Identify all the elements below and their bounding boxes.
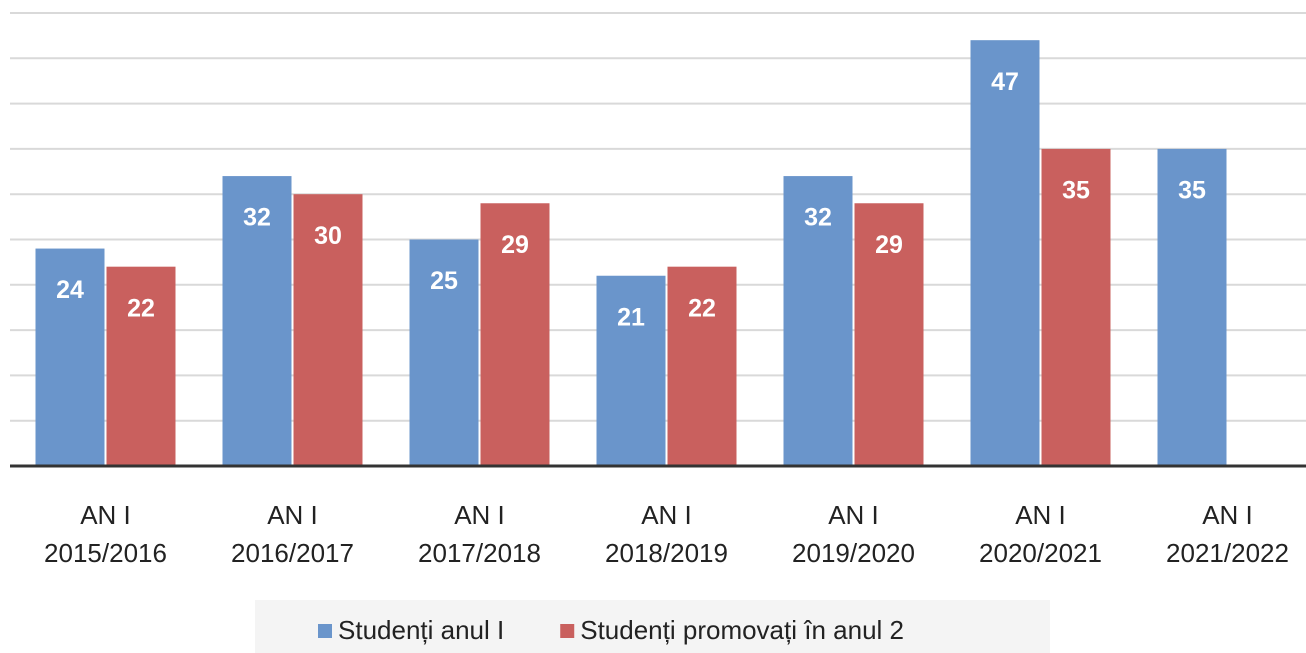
value-label: 25 (430, 267, 458, 295)
value-label: 22 (127, 294, 155, 322)
value-label: 29 (501, 231, 529, 259)
value-label: 32 (243, 204, 271, 232)
legend-swatch (560, 624, 575, 638)
bar (293, 194, 363, 466)
value-label: 35 (1178, 177, 1206, 205)
bar (667, 266, 737, 466)
bar (409, 239, 479, 466)
legend-box (255, 600, 1050, 653)
legend-label: Studenți anul I (338, 615, 504, 645)
x-tick-label: AN I 2019/2020 (792, 500, 915, 568)
value-label: 29 (875, 231, 903, 259)
x-tick-label: AN I 2018/2019 (605, 500, 728, 568)
value-label: 47 (991, 68, 1019, 96)
legend-swatch (318, 624, 332, 638)
bar (35, 248, 105, 466)
bar (970, 40, 1040, 467)
bar (480, 203, 550, 466)
bar (596, 275, 666, 466)
bar (783, 176, 853, 466)
bar (106, 266, 176, 466)
value-label: 32 (804, 204, 832, 232)
x-tick-label: AN I 2021/2022 (1166, 500, 1289, 568)
bar (1041, 148, 1111, 466)
x-tick-label: AN I 2020/2021 (979, 500, 1102, 568)
bar (854, 203, 924, 466)
bar (222, 176, 292, 466)
value-label: 22 (688, 294, 716, 322)
value-label: 21 (617, 303, 645, 331)
value-label: 35 (1062, 177, 1090, 205)
legend-label: Studenți promovați în anul 2 (580, 615, 904, 645)
x-tick-label: AN I 2016/2017 (231, 500, 354, 568)
value-label: 30 (314, 222, 342, 250)
x-tick-label: AN I 2017/2018 (418, 500, 541, 568)
x-tick-label: AN I 2015/2016 (44, 500, 167, 568)
bar (1157, 148, 1227, 466)
value-label: 24 (56, 276, 84, 304)
